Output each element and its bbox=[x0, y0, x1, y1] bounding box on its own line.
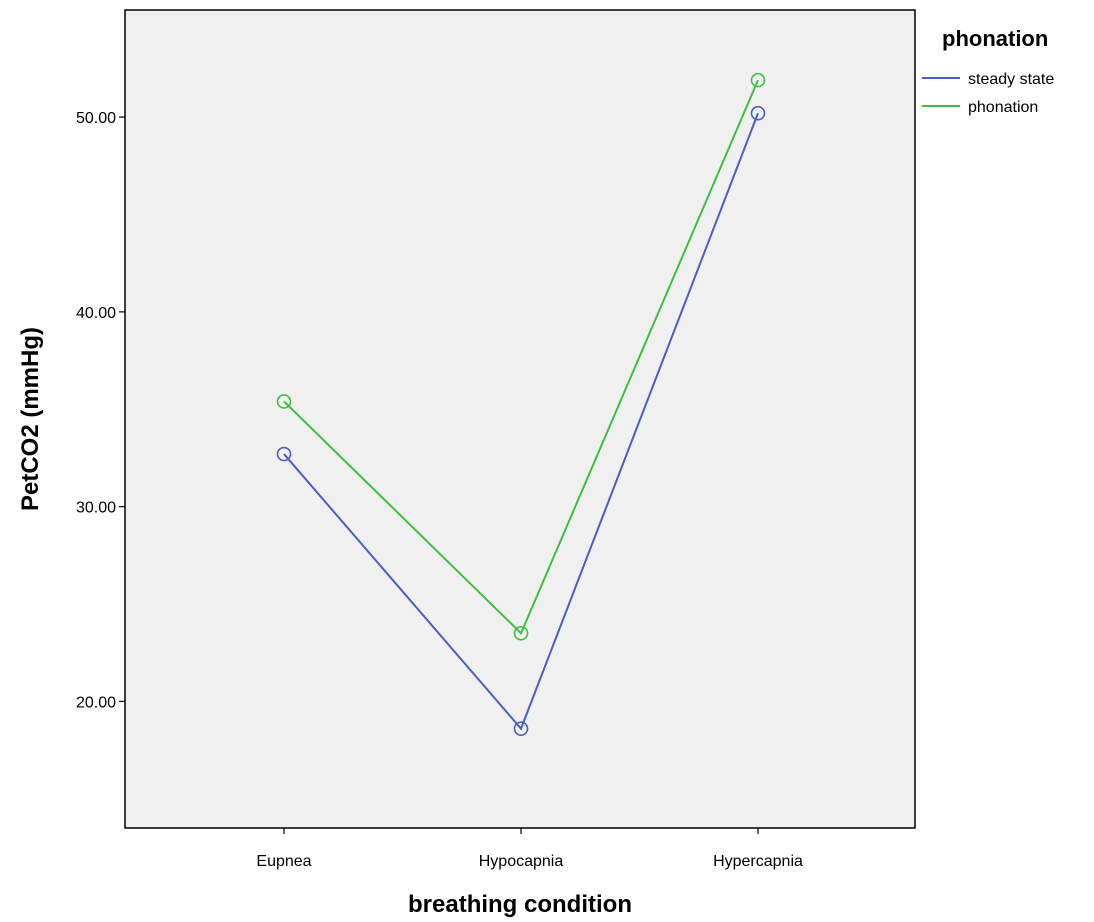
data-point bbox=[276, 446, 292, 462]
x-tick-label: Eupnea bbox=[256, 853, 311, 870]
data-point bbox=[750, 72, 766, 88]
x-tick-label: Hypercapnia bbox=[713, 853, 803, 870]
y-tick-label: 30.00 bbox=[76, 500, 116, 517]
legend: phonation steady state phonation bbox=[922, 26, 1054, 116]
x-axis-title: breathing condition bbox=[408, 891, 632, 918]
plot-area bbox=[124, 9, 916, 829]
legend-label: phonation bbox=[968, 99, 1038, 116]
data-point bbox=[750, 105, 766, 121]
data-point bbox=[513, 625, 529, 641]
data-point bbox=[513, 721, 529, 736]
y-axis: 20.00 30.00 40.00 50.00 bbox=[76, 110, 125, 711]
data-point bbox=[276, 394, 292, 409]
y-tick-label: 50.00 bbox=[76, 110, 116, 127]
legend-label: steady state bbox=[968, 71, 1054, 88]
x-axis: Eupnea Hypocapnia Hypercapnia bbox=[256, 828, 803, 870]
series-line-phonation bbox=[283, 79, 759, 635]
series-layer bbox=[276, 72, 766, 736]
series-line-steady-state bbox=[283, 112, 759, 731]
legend-items: steady state phonation bbox=[922, 71, 1054, 116]
y-tick-label: 40.00 bbox=[76, 305, 116, 322]
y-tick-label: 20.00 bbox=[76, 694, 116, 711]
x-tick-label: Hypocapnia bbox=[479, 853, 564, 870]
legend-title: phonation bbox=[942, 26, 1048, 51]
y-axis-title: PetCO2 (mmHg) bbox=[17, 327, 44, 511]
